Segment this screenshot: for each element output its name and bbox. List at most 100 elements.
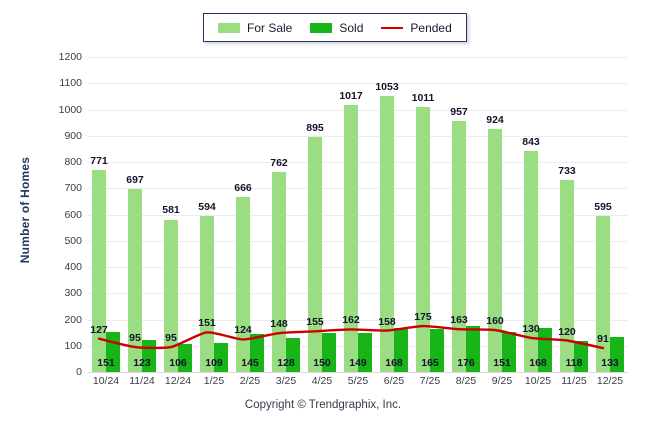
y-axis-tick-label: 400 [64, 261, 82, 273]
value-label-pended: 95 [165, 332, 177, 345]
value-label-sold: 106 [169, 357, 187, 369]
bar-for-sale[interactable] [488, 129, 502, 372]
y-axis-tick-label: 1200 [58, 51, 82, 63]
bar-for-sale[interactable] [200, 216, 214, 372]
value-label-sold: 151 [97, 357, 115, 369]
value-label-sold: 128 [277, 357, 295, 369]
value-label-pended: 124 [234, 324, 252, 337]
bar-sold[interactable] [214, 343, 228, 372]
value-label-pended: 151 [198, 317, 216, 330]
value-label-for-sale: 957 [450, 105, 468, 118]
y-axis-tick-label: 800 [64, 156, 82, 168]
bar-sold[interactable] [610, 337, 624, 372]
legend-item-sold[interactable]: Sold [310, 21, 363, 35]
y-axis-tick-label: 700 [64, 182, 82, 195]
gridline [88, 319, 628, 321]
value-label-pended: 130 [522, 322, 540, 335]
bar-for-sale[interactable] [164, 219, 178, 372]
y-axis-ticks: 0 100 200 300 400 500 600 700 800 900 1000 1100 1200 [59, 51, 628, 378]
bar-for-sale[interactable] [128, 189, 142, 372]
x-axis-tick-label: 10/24 [92, 375, 120, 387]
legend-item-for-sale[interactable]: For Sale [218, 21, 292, 35]
chart-legend: For Sale Sold Pended [203, 13, 467, 42]
bar-for-sale[interactable] [272, 171, 286, 372]
value-label-for-sale: 733 [558, 164, 576, 177]
x-axis-tick-label: 6/25 [383, 375, 405, 387]
bar-for-sale[interactable] [416, 106, 430, 372]
bar-for-sale[interactable] [308, 137, 322, 372]
value-label-for-sale: 771 [90, 154, 108, 167]
for-sale-swatch-icon [218, 22, 240, 33]
x-axis-ticks: 10/24 11/24 12/24 1/25 2/25 3/25 4/25 5/25 6/25 7… [88, 375, 628, 391]
value-label-sold: 168 [385, 357, 403, 369]
gridline [88, 135, 628, 137]
value-label-pended: 175 [414, 311, 432, 324]
bar-for-sale[interactable] [380, 95, 394, 372]
value-label-sold: 118 [565, 357, 583, 369]
value-label-pended: 120 [558, 325, 576, 338]
bar-for-sale[interactable] [236, 197, 250, 372]
y-axis-tick-label: 600 [64, 208, 82, 221]
bars-layer: 771 151 127 697 123 95 581 106 95 594 109 151 666 145… [88, 57, 628, 372]
value-label-for-sale: 1053 [375, 80, 399, 93]
x-axis-tick-label: 12/25 [596, 375, 624, 387]
month-group [596, 57, 624, 372]
x-axis-tick-label: 12/24 [164, 375, 192, 387]
value-label-pended: 163 [450, 314, 468, 327]
value-label-sold: 176 [457, 357, 475, 369]
gridline [88, 83, 628, 85]
value-label-pended: 95 [129, 332, 141, 345]
bar-for-sale[interactable] [344, 105, 358, 372]
y-axis-tick-label: 300 [64, 287, 82, 300]
x-axis-tick-label: 3/25 [275, 375, 297, 387]
gridline [88, 372, 628, 373]
bar-for-sale[interactable] [596, 215, 610, 372]
value-label-pended: 127 [90, 323, 108, 336]
x-axis-tick-label: 11/24 [129, 375, 155, 387]
value-label-for-sale: 843 [522, 135, 540, 148]
value-label-for-sale: 666 [234, 182, 252, 195]
legend-label-for-sale: For Sale [247, 20, 293, 35]
value-label-pended: 155 [306, 316, 324, 329]
bar-sold[interactable] [178, 344, 192, 372]
value-label-pended: 148 [270, 318, 288, 331]
bar-for-sale[interactable] [92, 169, 106, 372]
plot-area: 0 100 200 300 400 500 600 700 800 900 1000 1100 1200… [59, 51, 628, 378]
gridline [88, 293, 628, 295]
gridline [88, 267, 628, 268]
value-label-pended: 158 [378, 315, 396, 328]
gridline [88, 188, 628, 190]
value-label-sold: 150 [313, 357, 331, 369]
bar-for-sale[interactable] [560, 179, 574, 372]
y-axis-tick-label: 900 [64, 129, 82, 142]
x-axis-tick-label: 9/25 [491, 375, 513, 387]
month-group [416, 57, 444, 372]
bar-for-sale[interactable] [524, 150, 538, 372]
value-label-for-sale: 595 [594, 200, 612, 213]
gridline [88, 162, 628, 163]
y-axis-tick-label: 1100 [59, 77, 82, 90]
x-axis-tick-label: 10/25 [524, 375, 552, 387]
pended-line-icon [381, 26, 404, 29]
legend-label-pended: Pended [410, 20, 452, 35]
x-axis-tick-label: 7/25 [419, 375, 441, 387]
value-label-for-sale: 697 [126, 174, 144, 187]
x-axis-tick-label: 2/25 [239, 375, 261, 387]
value-label-for-sale: 594 [198, 201, 216, 214]
legend-item-pended[interactable]: Pended [381, 20, 452, 35]
value-label-sold: 149 [349, 357, 367, 369]
y-axis-tick-label: 1000 [58, 103, 82, 116]
y-axis-tick-label: 100 [64, 339, 82, 352]
value-label-pended: 91 [597, 333, 609, 346]
value-label-sold: 145 [241, 357, 259, 369]
gridline [88, 240, 628, 242]
value-label-for-sale: 1017 [339, 90, 363, 103]
y-axis-title: Number of Homes [18, 156, 32, 264]
month-group [128, 57, 156, 372]
value-label-for-sale: 1011 [411, 91, 435, 104]
x-axis-tick-label: 5/25 [347, 375, 369, 387]
value-label-sold: 151 [493, 357, 511, 369]
bar-for-sale[interactable] [452, 120, 466, 372]
value-label-sold: 165 [421, 357, 439, 369]
copyright-footer: Copyright © Trendgraphix, Inc. [244, 399, 402, 411]
